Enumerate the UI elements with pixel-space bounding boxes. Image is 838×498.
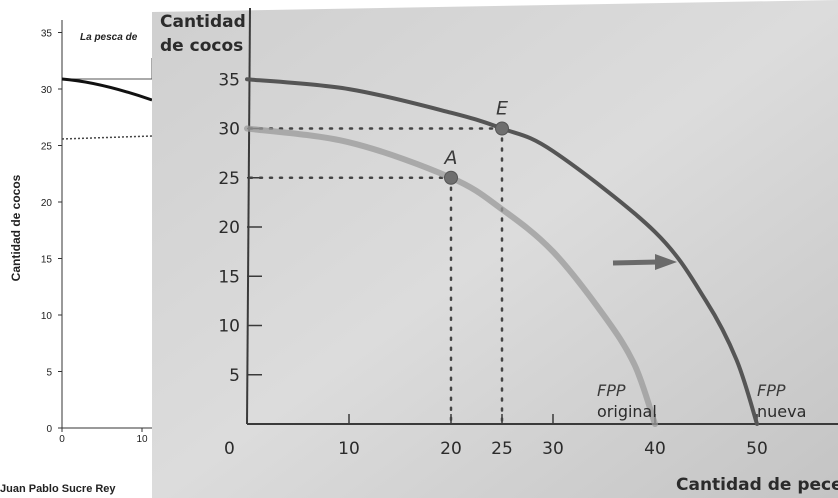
point-a — [444, 170, 458, 185]
x-tick-label: 10 — [338, 439, 360, 459]
bg-x-tick-label: 10 — [136, 434, 148, 445]
point-label: E — [496, 98, 508, 120]
point-e — [495, 121, 509, 136]
dotted-guides — [248, 127, 504, 426]
y-tick-label: 25 — [218, 169, 240, 189]
series-line-fpp-nueva — [245, 77, 759, 426]
y-tick-label: 10 — [218, 317, 240, 337]
bg-y-tick-label: 10 — [41, 311, 53, 322]
x-axis-label: Cantidad de peces — [676, 475, 838, 495]
bg-y-tick-label: 35 — [41, 29, 53, 40]
shift-arrow — [612, 254, 677, 270]
bg-dotted-line — [61, 135, 153, 140]
frontier-labels: FPP original FPP nueva — [597, 381, 806, 421]
series-label-line2: original — [597, 402, 657, 421]
bg-y-tick-label: 25 — [41, 142, 53, 153]
x-tick-label: 20 — [440, 439, 462, 459]
x-tick-label: 30 — [542, 439, 564, 459]
bg-y-tick-label: 15 — [41, 255, 53, 266]
bg-y-tick-label: 20 — [41, 198, 53, 209]
shift-arrow-head — [655, 254, 677, 270]
y-tick-label: 20 — [218, 218, 240, 238]
y-tick-label: 35 — [218, 70, 240, 90]
bg-x-ticks: 0 10 — [59, 428, 148, 445]
bg-y-tick-label: 0 — [46, 424, 52, 435]
x-tick-label: 25 — [491, 439, 513, 459]
bg-y-axis-label: Cantidad de cocos — [9, 174, 23, 281]
frontier-curves — [244, 77, 759, 427]
bg-y-tick-label: 5 — [46, 368, 52, 379]
y-axis-label-line2: de cocos — [160, 36, 243, 56]
x-tick-label: 50 — [746, 439, 768, 459]
shift-arrow-shaft — [612, 259, 659, 266]
photo-paper — [152, 0, 838, 498]
bg-curve — [61, 77, 153, 102]
x-tick-label: 40 — [644, 439, 666, 459]
y-tick-label: 30 — [218, 120, 240, 140]
series-label-line1: FPP — [757, 381, 786, 400]
y-axis-label-line1: Cantidad — [160, 12, 246, 32]
point-label: A — [443, 147, 458, 169]
chart-points: AE — [443, 98, 509, 185]
bg-annotation: La pesca de — [80, 32, 138, 43]
y-axis — [246, 7, 251, 425]
series-label-line1: FPP — [597, 381, 626, 400]
series-label-line2: nueva — [757, 402, 806, 421]
bg-x-tick-label: 0 — [59, 434, 65, 445]
axis-ticks: 5 10 15 20 25 30 35 10 20 25 30 40 50 — [218, 70, 767, 459]
y-tick-label: 5 — [229, 366, 240, 386]
origin-label: 0 — [224, 439, 235, 459]
y-tick-label: 15 — [218, 267, 240, 287]
bg-y-ticks: 0 5 10 15 20 25 30 35 — [41, 29, 62, 435]
bg-footer-text: Juan Pablo Sucre Rey — [0, 483, 116, 495]
bg-y-tick-label: 30 — [41, 85, 53, 96]
series-line-fpp-original — [244, 125, 658, 427]
